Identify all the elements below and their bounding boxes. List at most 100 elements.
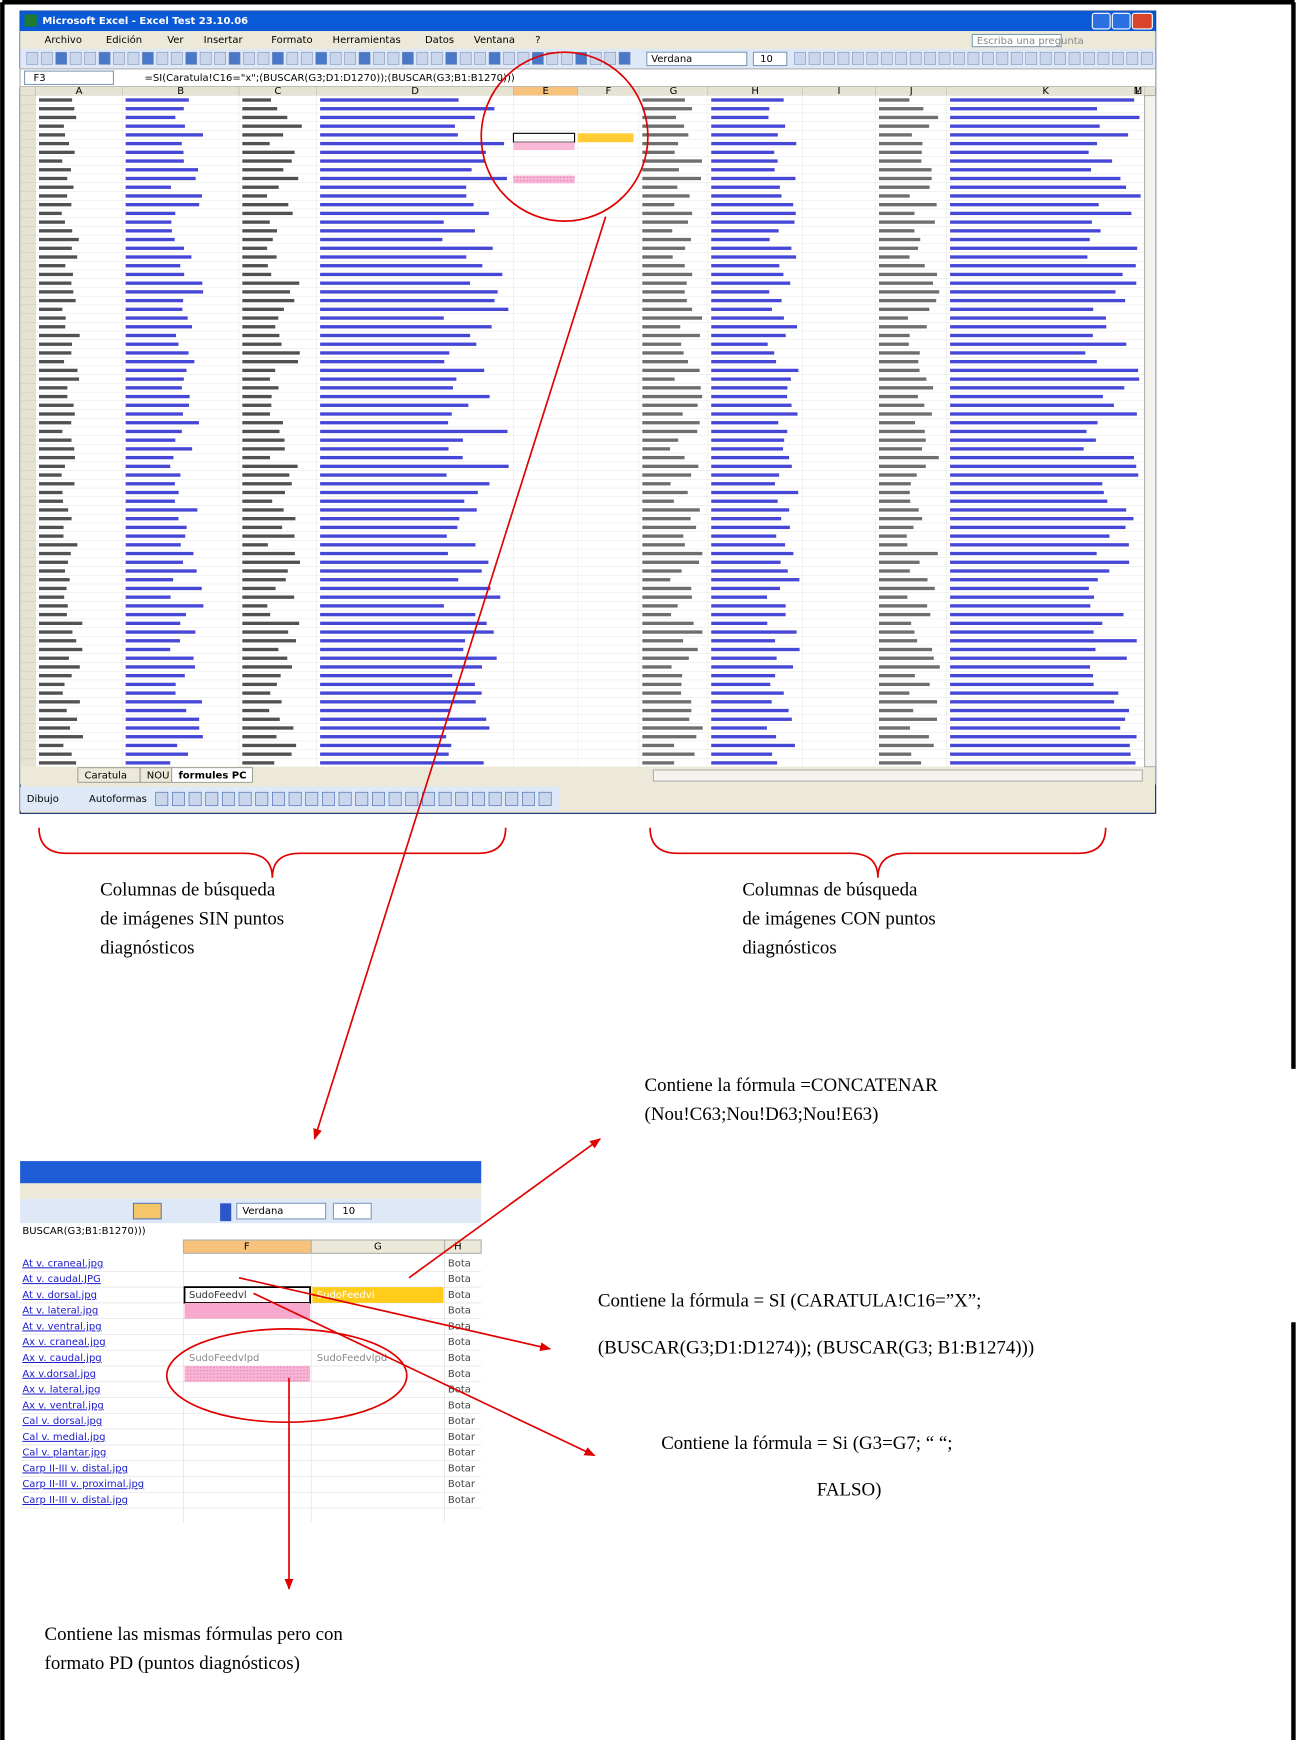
drawing-tool[interactable]	[256, 792, 268, 805]
drawing-tool[interactable]	[289, 792, 301, 805]
toolbar-icon[interactable]	[795, 52, 806, 64]
drawing-tool[interactable]	[239, 792, 251, 805]
toolbar-icon[interactable]	[258, 52, 269, 64]
drawing-tool[interactable]	[156, 792, 168, 805]
zoom-link[interactable]: Ax v.dorsal.jpg	[22, 1369, 96, 1380]
menu-item[interactable]: Herramientas	[333, 35, 401, 46]
drawing-tool[interactable]	[272, 792, 284, 805]
toolbar-icon[interactable]	[1127, 52, 1138, 64]
toolbar-icon[interactable]	[997, 52, 1008, 64]
zoom-link[interactable]: Carp II-III v. distal.jpg	[22, 1495, 128, 1506]
toolbar-icon[interactable]	[1141, 52, 1152, 64]
toolbar-icon[interactable]	[953, 52, 964, 64]
toolbar-icon[interactable]	[852, 52, 863, 64]
toolbar-icon[interactable]	[925, 52, 936, 64]
toolbar-icon[interactable]	[142, 52, 153, 64]
zoom-link[interactable]: At v. ventral.jpg	[22, 1321, 101, 1332]
minimize-button[interactable]	[1092, 13, 1110, 29]
toolbar-icon[interactable]	[128, 52, 139, 64]
toolbar-icon[interactable]	[910, 52, 921, 64]
toolbar-icon[interactable]	[881, 52, 892, 64]
menu-item[interactable]: Archivo	[45, 35, 82, 46]
drawing-tool[interactable]	[406, 792, 418, 805]
toolbar-icon[interactable]	[229, 52, 240, 64]
toolbar-icon[interactable]	[70, 52, 81, 64]
toolbar-icon[interactable]	[939, 52, 950, 64]
toolbar-icon[interactable]	[561, 52, 572, 64]
menu-item[interactable]: Ventana	[474, 35, 515, 46]
zoom-link[interactable]: Ax v. craneal.jpg	[22, 1337, 105, 1348]
menu-item[interactable]: Ver	[167, 35, 184, 46]
toolbar-icon[interactable]	[489, 52, 500, 64]
toolbar-icon[interactable]	[1098, 52, 1109, 64]
horizontal-scrollbar[interactable]	[653, 770, 1142, 781]
toolbar-icon[interactable]	[867, 52, 878, 64]
toolbar-icon[interactable]	[41, 52, 52, 64]
toolbar-icon[interactable]	[431, 52, 442, 64]
toolbar-icon[interactable]	[475, 52, 486, 64]
drawing-tool[interactable]	[322, 792, 334, 805]
zoom-link[interactable]: Carp II-III v. distal.jpg	[22, 1463, 128, 1474]
zoom-link[interactable]: Carp II-III v. proximal.jpg	[22, 1479, 144, 1490]
toolbar-icon[interactable]	[56, 52, 67, 64]
sheet-tab-label[interactable]: Caratula	[85, 771, 128, 782]
toolbar-icon[interactable]	[417, 52, 428, 64]
toolbar-icon[interactable]	[503, 52, 514, 64]
drawing-tool[interactable]	[456, 792, 468, 805]
toolbar-icon[interactable]	[1011, 52, 1022, 64]
zoom-link[interactable]: Cal v. medial.jpg	[22, 1432, 105, 1443]
zoom-link[interactable]: Cal v. dorsal.jpg	[22, 1416, 102, 1427]
toolbar-icon[interactable]	[982, 52, 993, 64]
toolbar-icon[interactable]	[809, 52, 820, 64]
toolbar-icon[interactable]	[200, 52, 211, 64]
toolbar-icon[interactable]	[460, 52, 471, 64]
toolbar-icon[interactable]	[1026, 52, 1037, 64]
zoom-link[interactable]: Ax v. caudal.jpg	[22, 1353, 101, 1364]
drawing-tool[interactable]	[172, 792, 184, 805]
toolbar-icon[interactable]	[243, 52, 254, 64]
toolbar-icon[interactable]	[113, 52, 124, 64]
toolbar-icon[interactable]	[287, 52, 298, 64]
sheet-tab-label[interactable]: NOU	[147, 771, 170, 782]
toolbar-icon[interactable]	[1069, 52, 1080, 64]
toolbar-icon[interactable]	[373, 52, 384, 64]
drawing-tool[interactable]	[356, 792, 368, 805]
drawing-tool[interactable]	[539, 792, 551, 805]
toolbar-icon[interactable]	[402, 52, 413, 64]
toolbar-icon[interactable]	[85, 52, 96, 64]
toolbar-icon[interactable]	[345, 52, 356, 64]
menu-item[interactable]: Formato	[271, 35, 312, 46]
toolbar-icon[interactable]	[619, 52, 630, 64]
toolbar-icon[interactable]	[171, 52, 182, 64]
drawing-tool[interactable]	[506, 792, 518, 805]
zoom-link[interactable]: Ax v. ventral.jpg	[22, 1400, 103, 1411]
menu-item[interactable]: Insertar	[204, 35, 244, 46]
toolbar-icon[interactable]	[157, 52, 168, 64]
toolbar-icon[interactable]	[968, 52, 979, 64]
menu-item[interactable]: Datos	[425, 35, 454, 46]
menu-item[interactable]: ?	[535, 35, 540, 46]
toolbar-icon[interactable]	[446, 52, 457, 64]
menu-item[interactable]: Edición	[106, 34, 142, 46]
vertical-scrollbar[interactable]	[1145, 96, 1156, 767]
zoom-link[interactable]: At v. dorsal.jpg	[22, 1290, 97, 1301]
zoom-link[interactable]: Cal v. plantar.jpg	[22, 1448, 106, 1459]
toolbar-icon[interactable]	[186, 52, 197, 64]
zoom-link[interactable]: Ax v. lateral.jpg	[22, 1385, 100, 1396]
zoom-link[interactable]: At v. lateral.jpg	[22, 1306, 98, 1317]
toolbar-icon[interactable]	[1040, 52, 1051, 64]
autoshapes-menu[interactable]: Autoformas	[89, 794, 147, 805]
zoom-link[interactable]: At v. caudal.JPG	[22, 1274, 100, 1285]
maximize-button[interactable]	[1112, 13, 1130, 29]
toolbar-icon[interactable]	[896, 52, 907, 64]
drawing-tool[interactable]	[206, 792, 218, 805]
drawing-tool[interactable]	[339, 792, 351, 805]
drawing-tool[interactable]	[189, 792, 201, 805]
toolbar-icon[interactable]	[99, 52, 110, 64]
toolbar-icon[interactable]	[27, 52, 38, 64]
draw-menu[interactable]: Dibujo	[27, 794, 59, 805]
toolbar-icon[interactable]	[388, 52, 399, 64]
toolbar-icon[interactable]	[838, 52, 849, 64]
toolbar-icon[interactable]	[1112, 52, 1123, 64]
toolbar-icon[interactable]	[359, 52, 370, 64]
